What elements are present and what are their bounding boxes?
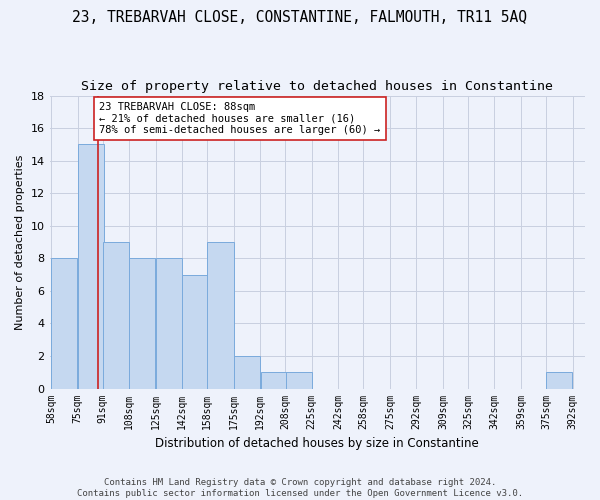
Bar xyxy=(260,372,287,388)
Bar xyxy=(286,372,311,388)
Text: 23, TREBARVAH CLOSE, CONSTANTINE, FALMOUTH, TR11 5AQ: 23, TREBARVAH CLOSE, CONSTANTINE, FALMOU… xyxy=(73,10,527,25)
X-axis label: Distribution of detached houses by size in Constantine: Distribution of detached houses by size … xyxy=(155,437,479,450)
Y-axis label: Number of detached properties: Number of detached properties xyxy=(15,154,25,330)
Text: 23 TREBARVAH CLOSE: 88sqm
← 21% of detached houses are smaller (16)
78% of semi-: 23 TREBARVAH CLOSE: 88sqm ← 21% of detac… xyxy=(100,102,381,136)
Bar xyxy=(78,144,104,388)
Bar xyxy=(182,274,209,388)
Bar xyxy=(130,258,155,388)
Bar xyxy=(103,242,129,388)
Bar xyxy=(208,242,233,388)
Title: Size of property relative to detached houses in Constantine: Size of property relative to detached ho… xyxy=(81,80,553,93)
Bar xyxy=(234,356,260,388)
Bar xyxy=(52,258,77,388)
Bar xyxy=(156,258,182,388)
Text: Contains HM Land Registry data © Crown copyright and database right 2024.
Contai: Contains HM Land Registry data © Crown c… xyxy=(77,478,523,498)
Bar xyxy=(546,372,572,388)
